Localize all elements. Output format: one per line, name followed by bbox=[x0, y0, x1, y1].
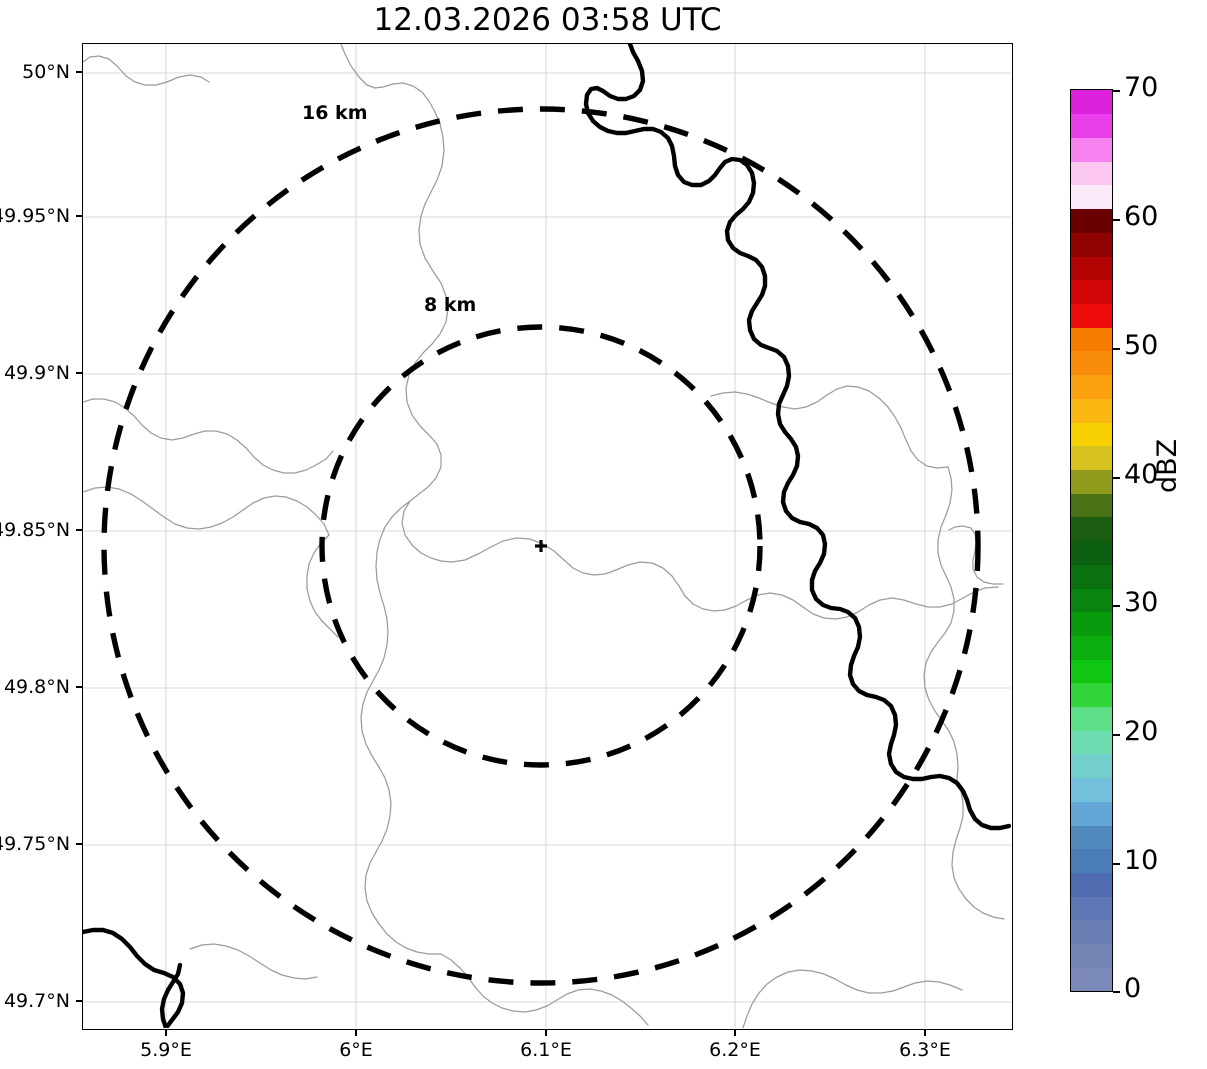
colorbar-band bbox=[1071, 350, 1112, 376]
colorbar-band bbox=[1071, 659, 1112, 684]
colorbar-ticklabel-30: 30 bbox=[1124, 587, 1159, 618]
colorbar-band bbox=[1071, 611, 1112, 636]
colorbar-tick-60 bbox=[1113, 219, 1120, 221]
colorbar-band bbox=[1071, 730, 1112, 755]
colorbar-band bbox=[1071, 872, 1112, 897]
ytick-mark bbox=[76, 71, 82, 73]
colorbar-band bbox=[1071, 516, 1112, 542]
xtick-label-61e: 6.1°E bbox=[520, 1039, 572, 1061]
colorbar-band bbox=[1071, 540, 1112, 565]
xtick-mark bbox=[924, 1030, 926, 1036]
colorbar-ticklabel-60: 60 bbox=[1124, 201, 1159, 232]
colorbar-band bbox=[1071, 635, 1112, 660]
colorbar-band bbox=[1071, 255, 1112, 281]
administrative-boundaries bbox=[83, 44, 1005, 1028]
colorbar-ticklabel-20: 20 bbox=[1124, 716, 1159, 747]
colorbar-band bbox=[1071, 398, 1112, 423]
ytick-label-499n: 49.9°N bbox=[3, 362, 70, 384]
colorbar-tick-10 bbox=[1113, 863, 1120, 865]
xtick-label-59e: 5.9°E bbox=[140, 1039, 192, 1061]
colorbar-band bbox=[1071, 682, 1112, 708]
colorbar-tick-20 bbox=[1113, 734, 1120, 736]
colorbar-band bbox=[1071, 801, 1112, 826]
colorbar-band bbox=[1071, 161, 1112, 186]
range-ring-16km-label: 16 km bbox=[302, 102, 368, 124]
colorbar-band bbox=[1071, 303, 1112, 328]
colorbar-band bbox=[1071, 469, 1112, 494]
colorbar-ticklabel-70: 70 bbox=[1124, 72, 1159, 103]
colorbar-ticklabel-40: 40 bbox=[1124, 459, 1159, 490]
xtick-mark bbox=[355, 1030, 357, 1036]
page-title: 12.03.2026 03:58 UTC bbox=[373, 2, 722, 38]
colorbar-band bbox=[1071, 232, 1112, 257]
xtick-label-63e: 6.3°E bbox=[899, 1039, 951, 1061]
gridlines bbox=[83, 44, 1011, 1028]
ytick-mark bbox=[76, 686, 82, 688]
colorbar-ticklabel-10: 10 bbox=[1124, 845, 1159, 876]
range-ring-8km-label: 8 km bbox=[424, 294, 477, 316]
xtick-mark bbox=[545, 1030, 547, 1036]
ytick-label-497n: 49.7°N bbox=[3, 990, 70, 1012]
ytick-mark bbox=[76, 215, 82, 217]
colorbar-band bbox=[1071, 137, 1112, 162]
colorbar-band bbox=[1071, 587, 1112, 613]
map-canvas bbox=[83, 44, 1011, 1028]
colorbar-band bbox=[1071, 279, 1112, 304]
colorbar-band bbox=[1071, 184, 1112, 210]
colorbar-band bbox=[1071, 825, 1112, 850]
colorbar-tick-0 bbox=[1113, 991, 1120, 993]
ytick-label-4995n: 49.95°N bbox=[0, 205, 71, 227]
colorbar-ticklabel-0: 0 bbox=[1124, 973, 1142, 1004]
colorbar-band bbox=[1071, 327, 1112, 352]
national-border bbox=[83, 44, 1011, 1028]
xtick-mark bbox=[165, 1030, 167, 1036]
colorbar-band bbox=[1071, 967, 1112, 991]
colorbar-band bbox=[1071, 374, 1112, 399]
colorbar-tick-30 bbox=[1113, 605, 1120, 607]
colorbar-ticklabel-50: 50 bbox=[1124, 330, 1159, 361]
xtick-label-62e: 6.2°E bbox=[709, 1039, 761, 1061]
colorbar[interactable] bbox=[1070, 89, 1113, 992]
range-ring-8km bbox=[319, 324, 763, 768]
ytick-label-4985n: 49.85°N bbox=[0, 519, 71, 541]
colorbar-axis-label: dBZ bbox=[1152, 438, 1183, 493]
ytick-mark bbox=[76, 843, 82, 845]
colorbar-band bbox=[1071, 896, 1112, 921]
xtick-mark bbox=[734, 1030, 736, 1036]
colorbar-band bbox=[1071, 493, 1112, 518]
radar-site-marker bbox=[535, 540, 547, 552]
colorbar-tick-40 bbox=[1113, 477, 1120, 479]
colorbar-band bbox=[1071, 208, 1112, 233]
colorbar-band bbox=[1071, 943, 1112, 968]
colorbar-band bbox=[1071, 113, 1112, 138]
ytick-label-498n: 49.8°N bbox=[3, 676, 70, 698]
colorbar-tick-50 bbox=[1113, 348, 1120, 350]
colorbar-band bbox=[1071, 753, 1112, 779]
colorbar-band bbox=[1071, 564, 1112, 589]
ytick-label-4975n: 49.75°N bbox=[0, 833, 71, 855]
colorbar-band bbox=[1071, 706, 1112, 731]
ytick-label-50n: 50°N bbox=[22, 61, 70, 83]
range-ring-16km bbox=[101, 106, 981, 986]
colorbar-band bbox=[1071, 90, 1112, 115]
colorbar-band bbox=[1071, 421, 1112, 447]
ytick-mark bbox=[76, 372, 82, 374]
map-plot-area[interactable]: 16 km 8 km bbox=[82, 43, 1013, 1030]
colorbar-band bbox=[1071, 848, 1112, 874]
colorbar-tick-70 bbox=[1113, 90, 1120, 92]
ytick-mark bbox=[76, 1000, 82, 1002]
ytick-mark bbox=[76, 529, 82, 531]
colorbar-band bbox=[1071, 919, 1112, 945]
xtick-label-6e: 6°E bbox=[339, 1039, 373, 1061]
colorbar-band bbox=[1071, 445, 1112, 470]
colorbar-band bbox=[1071, 777, 1112, 802]
